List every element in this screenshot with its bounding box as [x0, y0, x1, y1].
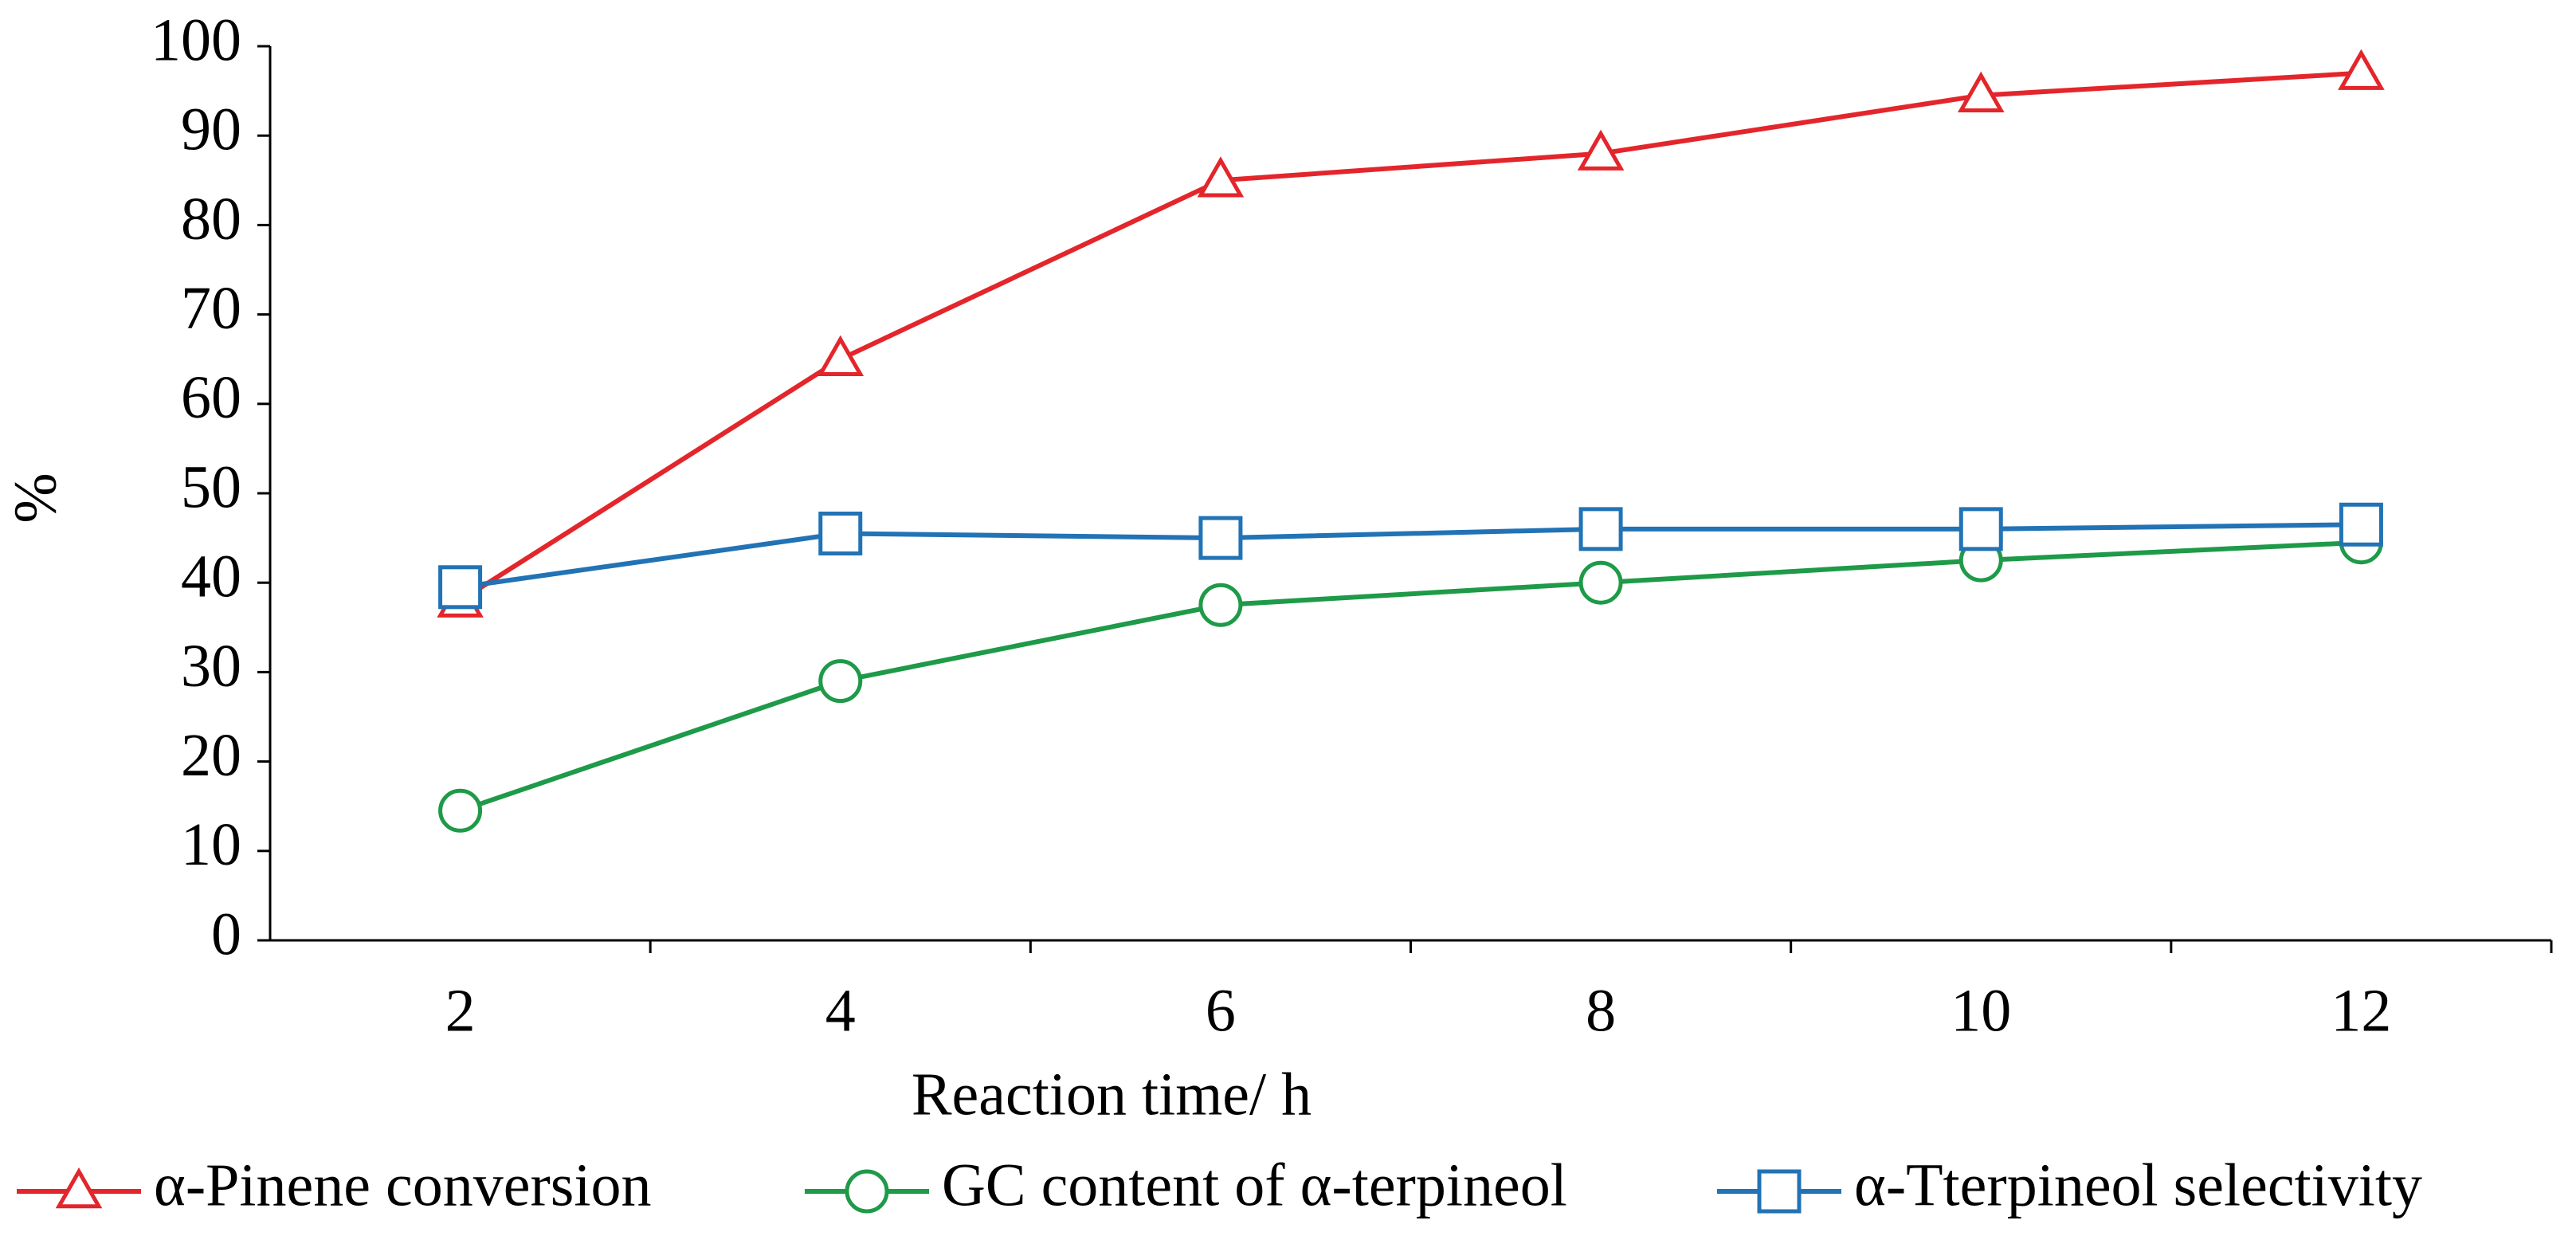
marker	[1957, 71, 2005, 112]
y-tick-label: 10	[181, 811, 241, 878]
y-tick-label: 70	[181, 275, 241, 342]
marker	[1958, 507, 2003, 551]
marker	[817, 335, 865, 376]
y-tick-label: 40	[181, 543, 241, 610]
x-tick-label: 4	[825, 977, 856, 1044]
legend-label: α-Pinene conversion	[154, 1152, 651, 1218]
y-tick-label: 80	[181, 186, 241, 253]
marker	[818, 659, 863, 704]
series-line	[458, 70, 2362, 603]
series-line	[460, 522, 2362, 590]
marker	[1757, 1169, 1802, 1214]
marker	[438, 788, 483, 833]
legend-label: α-Tterpineol selectivity	[1854, 1152, 2422, 1218]
y-tick-label: 60	[181, 364, 241, 431]
y-tick-label: 30	[181, 633, 241, 700]
marker	[438, 565, 483, 610]
y-tick-label: 0	[211, 901, 241, 967]
x-axis-label: Reaction time/ h	[912, 1061, 1312, 1128]
marker	[1197, 156, 1245, 198]
marker	[845, 1169, 889, 1214]
marker	[1198, 583, 1243, 627]
marker	[2339, 502, 2383, 547]
legend-label: GC content of α-terpineol	[942, 1152, 1567, 1218]
marker	[1578, 560, 1623, 605]
series-line	[459, 540, 2362, 814]
x-tick-label: 12	[2331, 977, 2391, 1044]
y-axis-label: %	[2, 473, 69, 523]
x-tick-label: 8	[1586, 977, 1616, 1044]
y-tick-label: 50	[181, 453, 241, 520]
marker	[1578, 507, 1623, 551]
marker	[818, 511, 863, 555]
x-tick-label: 2	[445, 977, 476, 1044]
y-tick-label: 20	[181, 722, 241, 789]
y-tick-label: 90	[181, 96, 241, 163]
marker	[1577, 129, 1625, 171]
x-tick-label: 10	[1951, 977, 2011, 1044]
marker	[1198, 516, 1243, 560]
x-tick-label: 6	[1206, 977, 1236, 1044]
y-tick-label: 100	[151, 6, 241, 73]
marker	[2338, 49, 2385, 90]
marker	[55, 1167, 103, 1209]
